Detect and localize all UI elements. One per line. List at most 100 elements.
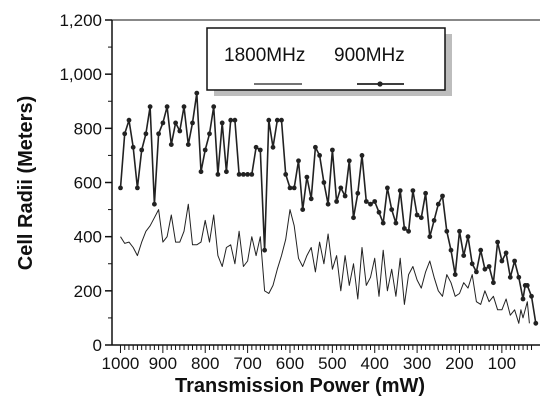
data-point-900mhz [296, 158, 301, 164]
data-point-900mhz [507, 274, 513, 280]
data-point-900mhz [346, 158, 352, 164]
data-point-900mhz [431, 218, 437, 223]
data-point-900mhz [173, 120, 179, 126]
data-point-900mhz [499, 258, 505, 264]
data-point-900mhz [313, 144, 318, 150]
data-point-900mhz [245, 172, 251, 177]
data-point-900mhz [164, 104, 170, 110]
data-point-900mhz [397, 188, 403, 194]
data-point-900mhz [380, 220, 386, 226]
data-point-900mhz [427, 234, 433, 240]
data-point-900mhz [262, 247, 267, 253]
x-ticks: 1000 900 800 700 600 500 400 300 200 100 [102, 345, 533, 373]
data-point-900mhz [300, 207, 306, 213]
x-tick-label: 1000 [102, 354, 140, 373]
data-point-900mhz [219, 120, 225, 126]
data-point-900mhz [478, 247, 484, 253]
data-point-900mhz [279, 117, 284, 123]
data-point-900mhz [291, 185, 297, 191]
data-point-900mhz [181, 104, 187, 110]
data-point-900mhz [118, 185, 123, 191]
data-point-900mhz [135, 185, 140, 191]
data-point-900mhz [368, 201, 373, 207]
data-point-900mhz [147, 104, 153, 110]
data-point-900mhz [224, 169, 229, 175]
data-point-900mhz [402, 226, 407, 231]
y-tick-label: 0 [93, 336, 102, 355]
data-point-900mhz [529, 293, 534, 299]
data-point-900mhz [185, 142, 191, 148]
y-tick-label: 400 [74, 228, 102, 247]
data-point-900mhz [512, 258, 517, 264]
data-point-900mhz [160, 120, 166, 126]
data-point-900mhz [452, 272, 458, 277]
data-point-900mhz [414, 212, 420, 218]
data-point-900mhz [190, 120, 195, 126]
x-axis-title: Transmission Power (mW) [175, 375, 425, 397]
data-point-900mhz [418, 215, 424, 221]
x-tick-label: 900 [149, 354, 177, 373]
y-tick-label: 800 [74, 119, 102, 138]
data-point-900mhz [241, 172, 246, 177]
y-axis-title: Cell Radii (Meters) [15, 96, 37, 270]
data-point-900mhz [465, 234, 471, 240]
data-point-900mhz [457, 228, 462, 234]
data-point-900mhz [520, 296, 526, 302]
data-point-900mhz [491, 280, 496, 286]
data-point-900mhz [376, 209, 382, 215]
data-point-900mhz [308, 196, 314, 202]
data-point-900mhz [372, 199, 378, 204]
x-tick-label: 400 [361, 354, 389, 373]
data-point-900mhz [143, 131, 149, 137]
data-point-900mhz [486, 264, 492, 269]
data-point-900mhz [274, 117, 280, 123]
series-layer [118, 90, 539, 326]
data-point-900mhz [257, 147, 263, 153]
data-point-900mhz [168, 142, 174, 148]
data-point-900mhz [321, 180, 327, 185]
data-point-900mhz [461, 253, 467, 258]
data-point-900mhz [385, 185, 390, 191]
data-point-900mhz [338, 185, 344, 191]
data-point-900mhz [474, 269, 479, 275]
data-point-900mhz [448, 247, 454, 253]
x-tick-label: 700 [233, 354, 261, 373]
data-point-900mhz [444, 228, 450, 234]
y-tick-label: 1,000 [59, 65, 102, 84]
data-point-900mhz [359, 153, 365, 158]
data-point-900mhz [122, 131, 128, 137]
data-point-900mhz [266, 117, 272, 123]
data-point-900mhz [325, 201, 331, 207]
x-tick-label: 200 [445, 354, 473, 373]
series-line-900mhz [119, 92, 537, 324]
y-ticks: 0 200 400 600 800 1,000 1,200 [59, 11, 112, 355]
data-point-900mhz [533, 320, 539, 326]
y-tick-label: 1,200 [59, 11, 102, 30]
data-point-900mhz [410, 188, 416, 194]
data-point-900mhz [363, 199, 369, 204]
data-point-900mhz [495, 239, 500, 245]
series-line-1800mhz [120, 203, 530, 324]
data-point-900mhz [469, 261, 475, 267]
x-tick-label: 600 [276, 354, 304, 373]
data-point-900mhz [287, 185, 293, 191]
data-point-900mhz [236, 172, 242, 177]
data-point-900mhz [177, 128, 183, 134]
data-point-900mhz [126, 117, 132, 123]
legend-label-1800mhz: 1800MHz [224, 45, 305, 66]
data-point-900mhz [406, 228, 411, 234]
x-tick-label: 500 [318, 354, 346, 373]
data-point-900mhz [253, 144, 259, 150]
legend-marker-900mhz [377, 81, 383, 87]
data-point-900mhz [139, 147, 145, 153]
data-point-900mhz [342, 193, 348, 199]
legend: 1800MHz 900MHz [206, 27, 452, 96]
data-point-900mhz [211, 104, 217, 110]
data-point-900mhz [516, 274, 522, 280]
legend-label-900mhz: 900MHz [334, 45, 405, 66]
data-point-900mhz [351, 215, 356, 221]
legend-box [206, 27, 446, 91]
data-point-900mhz [198, 169, 204, 175]
data-point-900mhz [440, 193, 445, 199]
